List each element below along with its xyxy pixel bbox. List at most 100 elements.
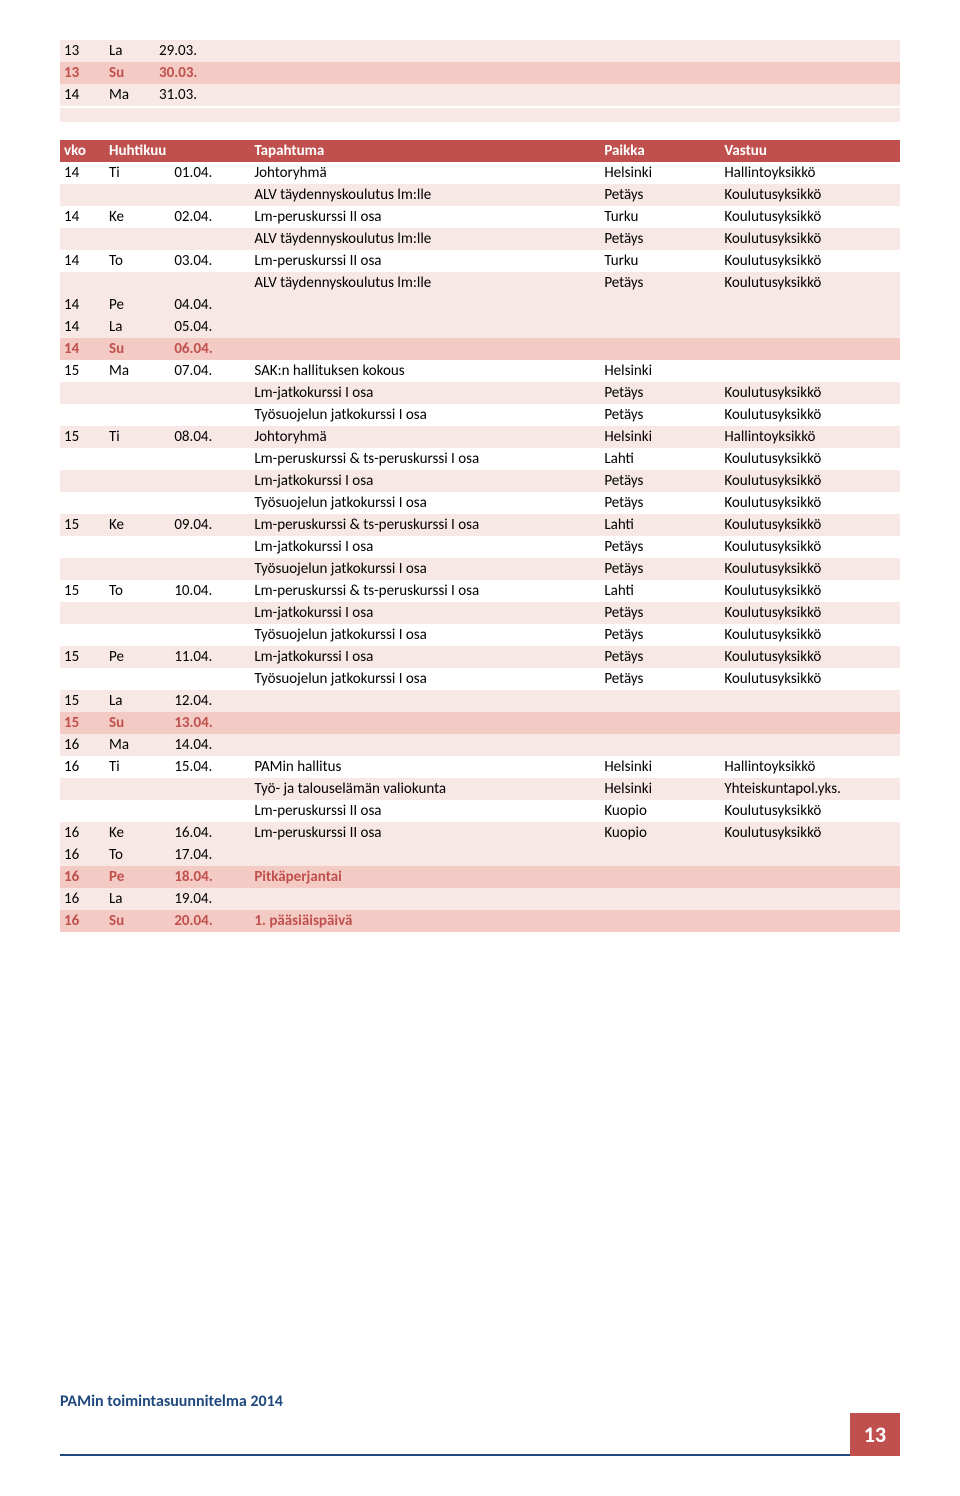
cell-resp: Koulutusyksikkö [720, 470, 900, 492]
cell-event [250, 734, 600, 756]
cell-day: To [105, 250, 170, 272]
cell-resp: Koulutusyksikkö [720, 668, 900, 690]
cell-resp: Koulutusyksikkö [720, 800, 900, 822]
cell-date [170, 492, 250, 514]
cell-day [105, 536, 170, 558]
cell-day: Pe [105, 866, 170, 888]
cell-day: Ke [105, 822, 170, 844]
cell-event: Työsuojelun jatkokurssi I osa [250, 624, 600, 646]
table-row: 16La19.04. [60, 888, 900, 910]
cell-place: Petäys [600, 668, 720, 690]
hdr-place: Paikka [600, 140, 720, 162]
cell-day [105, 558, 170, 580]
table-row: 15Pe11.04.Lm-jatkokurssi I osaPetäysKoul… [60, 646, 900, 668]
cell-date [170, 624, 250, 646]
cell-day: Su [105, 62, 155, 84]
cell-day: Ke [105, 206, 170, 228]
cell-wk: 16 [60, 910, 105, 932]
cell-place [600, 734, 720, 756]
cell-date [170, 184, 250, 206]
cell-wk: 15 [60, 514, 105, 536]
cell-wk [60, 602, 105, 624]
cell-date [170, 778, 250, 800]
cell-place: Helsinki [600, 756, 720, 778]
cell-event: Johtoryhmä [250, 162, 600, 184]
cell-wk: 15 [60, 690, 105, 712]
main-table: vko Huhtikuu Tapahtuma Paikka Vastuu 14T… [60, 140, 900, 932]
cell-event [250, 888, 600, 910]
table-row: 14Ke02.04.Lm-peruskurssi II osaTurkuKoul… [60, 206, 900, 228]
cell-date: 08.04. [170, 426, 250, 448]
cell-event: Työsuojelun jatkokurssi I osa [250, 558, 600, 580]
cell-resp: Hallintoyksikkö [720, 162, 900, 184]
footer-title: PAMin toimintasuunnitelma 2014 [60, 1392, 283, 1413]
cell-day: Ti [105, 756, 170, 778]
table-row: 15La12.04. [60, 690, 900, 712]
cell-day [105, 404, 170, 426]
cell-date [170, 602, 250, 624]
cell-place [600, 338, 720, 360]
cell-place: Petäys [600, 492, 720, 514]
cell-resp [720, 712, 900, 734]
cell-resp: Koulutusyksikkö [720, 624, 900, 646]
cell-wk: 16 [60, 844, 105, 866]
table-row: 15Su13.04. [60, 712, 900, 734]
cell-wk: 15 [60, 360, 105, 382]
cell-resp: Koulutusyksikkö [720, 382, 900, 404]
cell-event [250, 690, 600, 712]
cell-resp: Koulutusyksikkö [720, 602, 900, 624]
table-row: 16Ke16.04.Lm-peruskurssi II osaKuopioKou… [60, 822, 900, 844]
cell-event: Lm-peruskurssi II osa [250, 800, 600, 822]
cell-date: 17.04. [170, 844, 250, 866]
cell-place: Lahti [600, 448, 720, 470]
table-row: 16Su20.04.1. pääsiäispäivä [60, 910, 900, 932]
cell-resp [705, 84, 900, 106]
cell-event: Työsuojelun jatkokurssi I osa [250, 668, 600, 690]
cell-place: Helsinki [600, 778, 720, 800]
table-row: Lm-peruskurssi & ts-peruskurssi I osaLah… [60, 448, 900, 470]
cell-wk [60, 272, 105, 294]
cell-date: 31.03. [155, 84, 235, 106]
cell-day: Ma [105, 734, 170, 756]
cell-place: Turku [600, 250, 720, 272]
cell-resp [705, 62, 900, 84]
cell-wk [60, 558, 105, 580]
table-row: 15Ma07.04.SAK:n hallituksen kokousHelsin… [60, 360, 900, 382]
cell-event: Lm-peruskurssi II osa [250, 822, 600, 844]
cell-day: La [105, 888, 170, 910]
cell-resp: Koulutusyksikkö [720, 184, 900, 206]
table-row: 13Su30.03. [60, 62, 900, 84]
cell-wk [60, 800, 105, 822]
table-row: 15Ti08.04.JohtoryhmäHelsinkiHallintoyksi… [60, 426, 900, 448]
footer-line [60, 1454, 850, 1456]
cell-day: La [105, 40, 155, 62]
cell-event: Lm-peruskurssi & ts-peruskurssi I osa [250, 580, 600, 602]
cell-place: Petäys [600, 558, 720, 580]
table-row: 16Ma14.04. [60, 734, 900, 756]
cell-event: Lm-jatkokurssi I osa [250, 382, 600, 404]
cell-place [600, 866, 720, 888]
cell-day [105, 448, 170, 470]
cell-resp: Koulutusyksikkö [720, 206, 900, 228]
cell-date: 09.04. [170, 514, 250, 536]
cell-wk [60, 536, 105, 558]
cell-place [600, 690, 720, 712]
cell-date: 19.04. [170, 888, 250, 910]
cell-resp: Koulutusyksikkö [720, 514, 900, 536]
hdr-day: Huhtikuu [105, 140, 170, 162]
cell-date [170, 558, 250, 580]
cell-event [250, 316, 600, 338]
cell-place: Petäys [600, 602, 720, 624]
cell-place: Petäys [600, 624, 720, 646]
table-row: 14Ma31.03. [60, 84, 900, 106]
cell-event [250, 294, 600, 316]
cell-place: Lahti [600, 514, 720, 536]
cell-resp [720, 888, 900, 910]
cell-wk: 15 [60, 426, 105, 448]
table-row: 14To03.04.Lm-peruskurssi II osaTurkuKoul… [60, 250, 900, 272]
cell-wk [60, 470, 105, 492]
cell-place: Helsinki [600, 360, 720, 382]
cell-day [105, 778, 170, 800]
cell-day: Pe [105, 294, 170, 316]
cell-place [600, 888, 720, 910]
